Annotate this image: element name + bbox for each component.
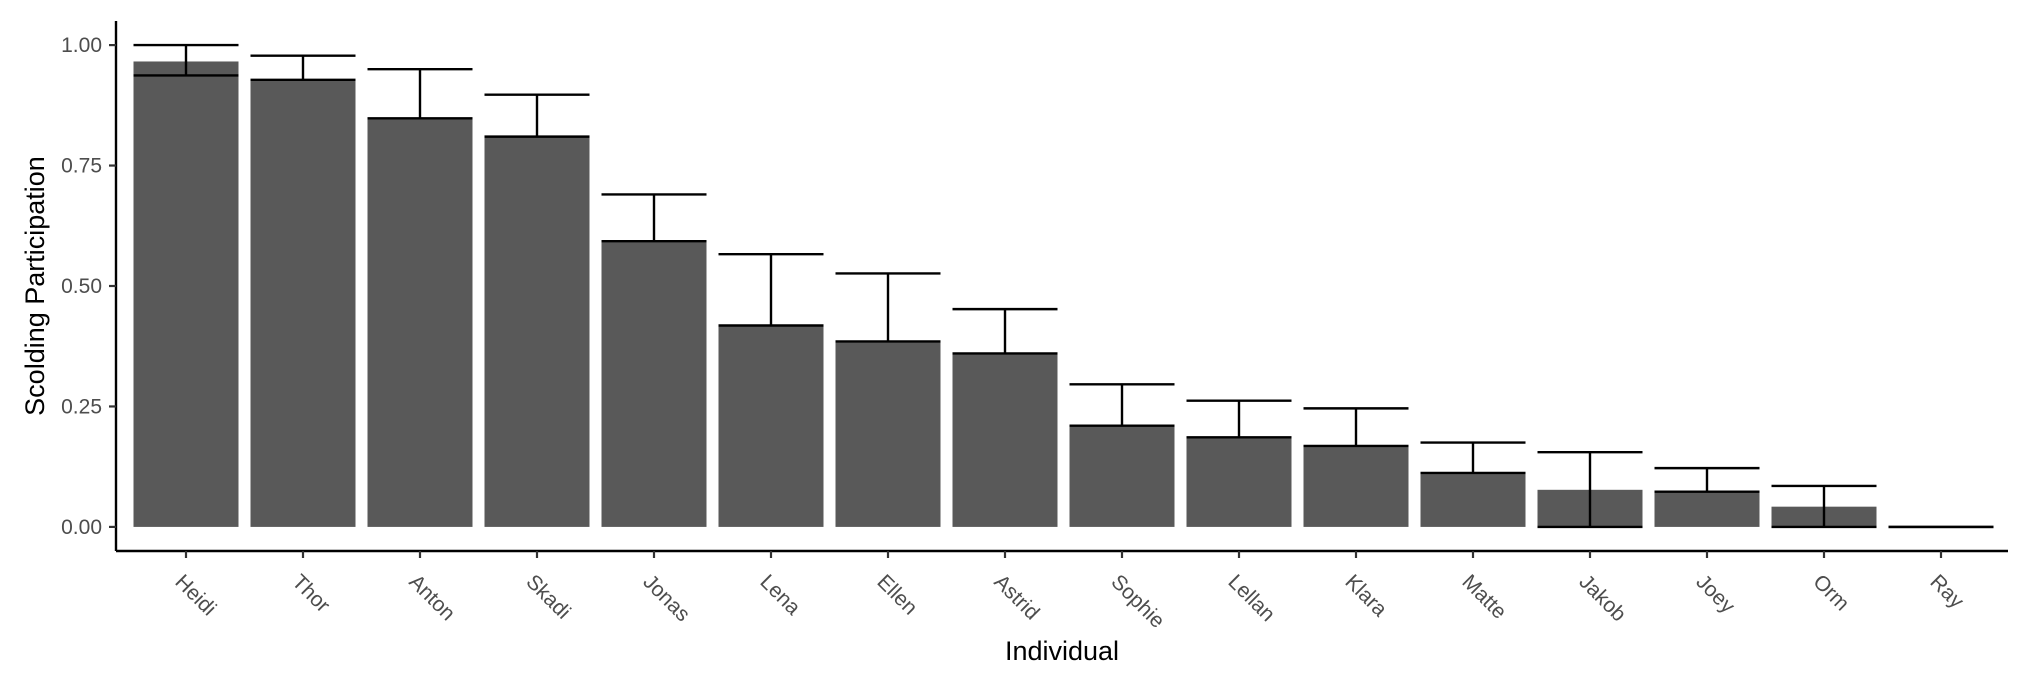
y-ticks-group: 0.00 0.25 0.50 0.75 1.00: [61, 34, 116, 539]
y-tick-label: 0.50: [61, 275, 102, 298]
bars-group: [133, 61, 1877, 527]
x-tick-label: Astrid: [989, 570, 1043, 624]
x-tick-label: Anton: [404, 570, 459, 625]
bar: [133, 61, 239, 527]
bar: [250, 79, 356, 527]
y-tick-label: 0.00: [61, 516, 102, 539]
y-tick-label: 0.75: [61, 155, 102, 178]
bar: [1069, 425, 1175, 527]
x-tick-label: Matte: [1457, 570, 1510, 623]
bar: [952, 353, 1058, 527]
x-axis-title: Individual: [1005, 636, 1119, 666]
x-tick-label: Joey: [1691, 570, 1739, 618]
x-tick-label: Jakob: [1574, 570, 1630, 626]
x-tick-label: Klara: [1340, 570, 1391, 621]
y-tick-label: 0.25: [61, 395, 102, 418]
bar: [1186, 437, 1292, 527]
bar: [1303, 445, 1409, 527]
bar: [718, 325, 824, 527]
x-tick-label: Skadi: [521, 570, 574, 623]
error-bars-group: [133, 43, 1994, 529]
x-tick-label: Orm: [1808, 570, 1853, 615]
bar: [484, 136, 590, 527]
x-tick-label: Lena: [755, 570, 805, 620]
bar: [601, 241, 707, 527]
y-axis-title: Scolding Participation: [20, 156, 50, 416]
bar: [1654, 491, 1760, 527]
bar: [367, 118, 473, 527]
x-tick-label: Thor: [287, 570, 334, 617]
x-tick-label: Heidi: [170, 570, 220, 620]
x-tick-label: Sophie: [1106, 570, 1169, 633]
bar: [1420, 472, 1526, 527]
x-ticks-group: Heidi Thor Anton Skadi Jonas Lena Ellen Astrid S…: [170, 551, 1968, 633]
x-tick-label: Ray: [1925, 570, 1968, 613]
y-tick-label: 1.00: [61, 34, 102, 57]
x-tick-label: Lellan: [1223, 570, 1279, 626]
x-tick-label: Jonas: [638, 570, 694, 626]
x-tick-label: Ellen: [872, 570, 921, 619]
bar: [835, 341, 941, 527]
